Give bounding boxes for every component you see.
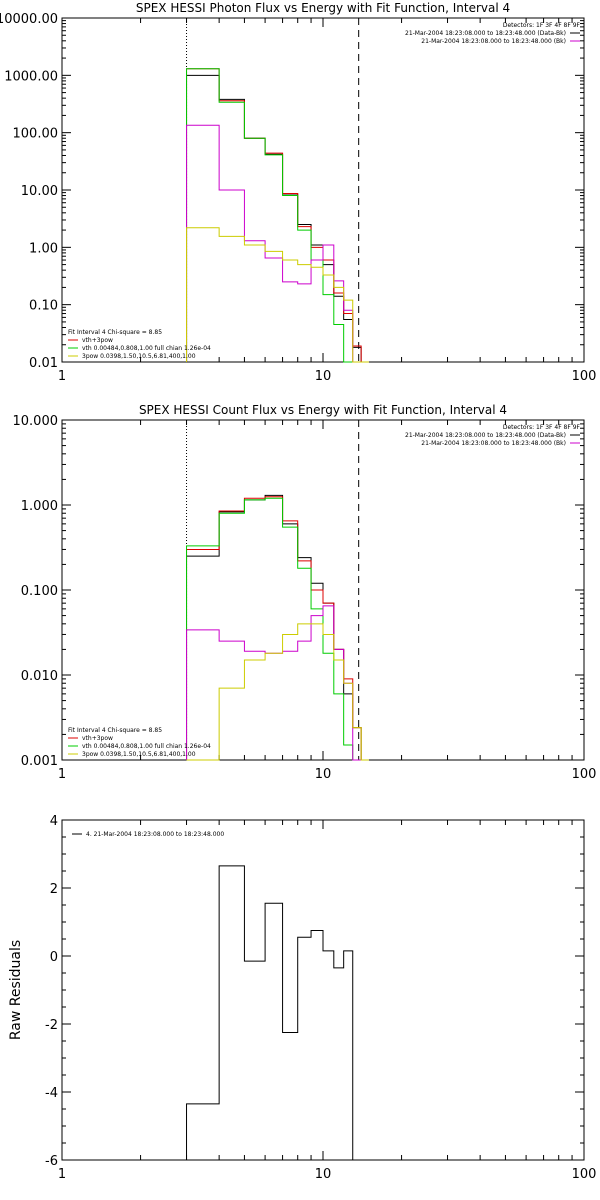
y-tick-label: 100.00 <box>13 127 59 142</box>
x-axis: 1 10 100 <box>58 820 597 1182</box>
y-tick-label: -2 <box>45 1018 58 1033</box>
series-line-4 <box>186 605 369 761</box>
legend-bottom-left: Fit Interval 4 Chi-square = 8.85vth+3pow… <box>68 329 211 360</box>
series-line-1 <box>186 74 369 363</box>
plot-frame <box>61 17 585 363</box>
series-line-5 <box>186 227 369 363</box>
y-axis: 0.001 0.010 0.100 1.000 10.000 <box>13 414 584 769</box>
y-tick-label: 10.000 <box>13 414 59 429</box>
series-line-4 <box>186 124 369 363</box>
x-tick-label: 100 <box>572 369 597 384</box>
legend-text: Fit Interval 4 Chi-square = 8.85 <box>68 329 162 336</box>
series-line-1 <box>186 865 359 1161</box>
legend-bottom-left: Fit Interval 4 Chi-square = 8.85vth+3pow… <box>68 727 211 758</box>
legend-text: 4. 21-Mar-2004 18:23:08.000 to 18:23:48.… <box>86 831 224 838</box>
chart-panel-2: SPEX HESSI Count Flux vs Energy with Fit… <box>13 403 597 782</box>
y-tick-label: 0.001 <box>21 754 58 769</box>
y-axis: 0.01 0.10 1.00 10.00 100.00 1000.00 10000.00 <box>0 12 584 371</box>
y-tick-label: -4 <box>45 1086 58 1101</box>
legend-text: 21-Mar-2004 18:23:08.000 to 18:23:48.000… <box>421 440 566 447</box>
chart-panel-3: 1 10 100 -6 -4 -2 0 2 4 Raw Residuals 4. 21-Mar-20… <box>8 814 596 1182</box>
x-tick-label: 10 <box>315 767 332 782</box>
legend-text: vth 0.00484,0.808,1.00 full chian 1.26e-… <box>82 743 211 750</box>
x-tick-label: 100 <box>572 1167 597 1182</box>
y-tick-label: 10.00 <box>21 184 58 199</box>
legend-text: vth 0.00484,0.808,1.00 full chian 1.26e-… <box>82 345 211 352</box>
series-line-3 <box>186 68 369 363</box>
y-tick-label: 1000.00 <box>4 69 58 84</box>
legend-text: Detectors: 1F 3F 4F 8F 9F <box>503 424 581 431</box>
legend-text: 21-Mar-2004 18:23:08.000 to 18:23:48.000… <box>405 30 566 37</box>
y-tick-label: 0 <box>50 950 58 965</box>
x-tick-label: 10 <box>315 1167 332 1182</box>
chart-panel-1: SPEX HESSI Photon Flux vs Energy with Fi… <box>0 1 596 384</box>
legend-text: Fit Interval 4 Chi-square = 8.85 <box>68 727 162 734</box>
legend-text: 21-Mar-2004 18:23:08.000 to 18:23:48.000… <box>405 432 566 439</box>
y-axis: -6 -4 -2 0 2 4 Raw Residuals <box>8 814 584 1169</box>
legend-text: 21-Mar-2004 18:23:08.000 to 18:23:48.000… <box>421 38 566 45</box>
y-axis-label: Raw Residuals <box>8 940 24 1040</box>
legend-text: vth+3pow <box>82 337 113 344</box>
x-tick-label: 1 <box>58 369 66 384</box>
legend-text: Detectors: 1F 3F 4F 8F 9F <box>503 22 581 29</box>
x-tick-label: 100 <box>572 767 597 782</box>
x-tick-label: 1 <box>58 767 66 782</box>
y-tick-label: 0.010 <box>21 669 58 684</box>
y-tick-label: 1.00 <box>29 241 58 256</box>
y-tick-label: 0.100 <box>21 584 58 599</box>
legend-top-left: 4. 21-Mar-2004 18:23:08.000 to 18:23:48.… <box>72 831 224 838</box>
y-tick-label: 4 <box>50 814 58 829</box>
series-line-2 <box>186 496 369 761</box>
y-tick-label: -6 <box>45 1154 58 1169</box>
legend-text: vth+3pow <box>82 735 113 742</box>
y-tick-label: 2 <box>50 882 58 897</box>
legend-text: 3pow 0.0398,1.50,10.5,6.81,400,1.00 <box>82 353 196 360</box>
series-line-5 <box>186 623 369 761</box>
chart-title: SPEX HESSI Photon Flux vs Energy with Fi… <box>136 1 510 15</box>
y-tick-label: 0.01 <box>29 356 58 371</box>
y-tick-label: 10000.00 <box>0 12 58 27</box>
x-tick-label: 1 <box>58 1167 66 1182</box>
y-tick-label: 0.10 <box>29 299 58 314</box>
legend-text: 3pow 0.0398,1.50,10.5,6.81,400,1.00 <box>82 751 196 758</box>
x-tick-label: 10 <box>315 369 332 384</box>
series-line-2 <box>186 68 369 363</box>
y-tick-label: 1.000 <box>21 499 58 514</box>
series-line-3 <box>186 497 369 761</box>
chart-title: SPEX HESSI Count Flux vs Energy with Fit… <box>139 403 507 417</box>
plot-frame <box>61 819 585 1161</box>
series-line-1 <box>186 494 369 761</box>
